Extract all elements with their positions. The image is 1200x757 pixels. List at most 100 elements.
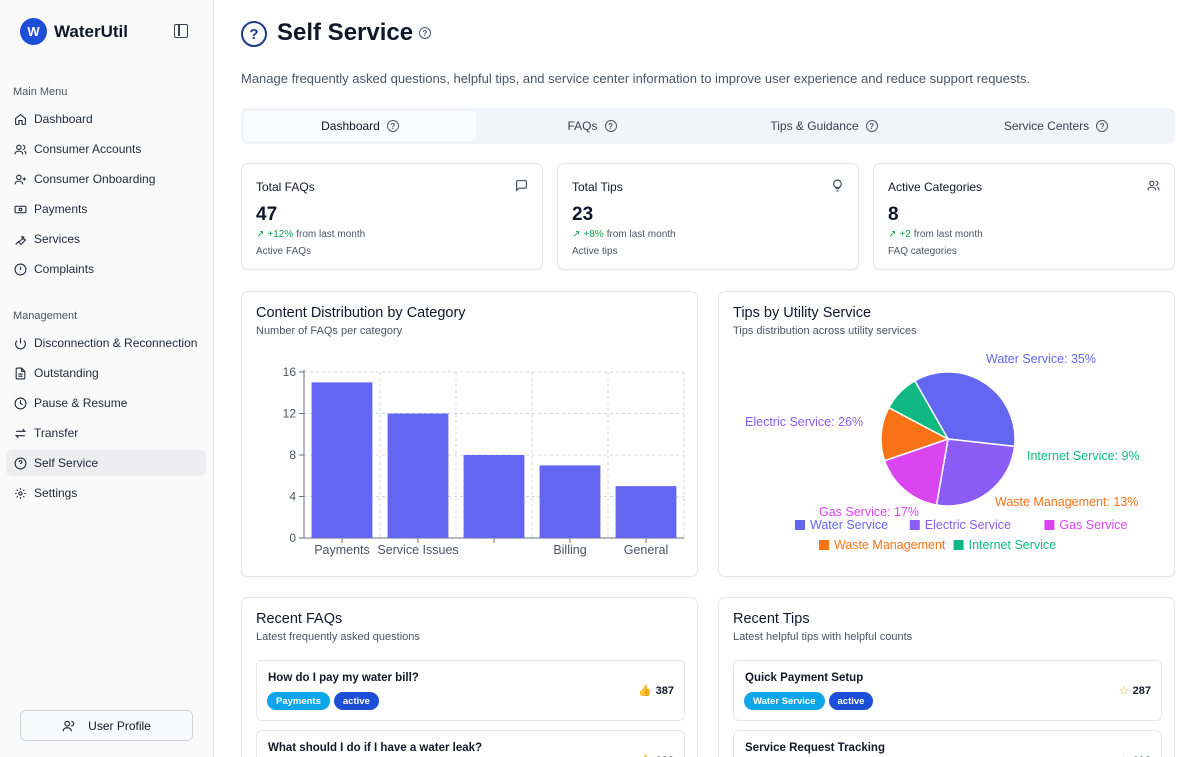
users-icon (14, 143, 27, 156)
legend-label: Electric Service (925, 518, 1011, 532)
tab-label: FAQs (567, 119, 598, 133)
faq-list-item[interactable]: How do I pay my water bill? Payments act… (256, 660, 685, 721)
pie-slice (913, 371, 1016, 448)
x-tick-label: General (624, 543, 668, 557)
tab-faqs[interactable]: FAQs ? (476, 111, 708, 141)
bar (387, 413, 449, 538)
helpful-count-value: 287 (1132, 684, 1151, 697)
main-menu-label: Main Menu (13, 86, 68, 98)
legend-label: Water Service (810, 518, 888, 532)
sidebar-toggle-icon[interactable] (174, 24, 188, 38)
tab-service-centers[interactable]: Service Centers ? (940, 111, 1172, 141)
star-icon: ☆ (1119, 754, 1129, 757)
sidebar-item-complaints[interactable]: Complaints (6, 256, 206, 282)
helpful-count: ☆ 287 (1118, 684, 1151, 698)
stat-value: 23 (572, 204, 594, 225)
sidebar-item-label: Dashboard (34, 112, 93, 126)
chart-subtitle: Number of FAQs per category (256, 325, 403, 337)
users-icon (62, 720, 75, 731)
sidebar-item-outstanding[interactable]: Outstanding (6, 360, 206, 386)
helpful-count: ☆ 198 (1119, 754, 1151, 757)
tab-label: Service Centers (1003, 119, 1090, 133)
page-description: Manage frequently asked questions, helpf… (241, 71, 1031, 86)
management-label: Management (13, 310, 78, 322)
sidebar-item-consumer-accounts[interactable]: Consumer Accounts (6, 136, 206, 162)
pie-slice (880, 406, 950, 462)
sidebar-item-label: Consumer Accounts (34, 142, 142, 156)
stat-value: 47 (256, 204, 278, 225)
clock-icon (14, 397, 27, 410)
trending-up-icon: ↗ (572, 229, 581, 240)
pie-slice (935, 438, 1016, 507)
info-help-icon[interactable]: ? (419, 27, 431, 39)
sidebar-item-services[interactable]: Services (6, 226, 206, 252)
y-tick-label: 4 (289, 490, 296, 504)
star-icon: ☆ (1118, 685, 1129, 697)
x-tick-label: Payments (314, 543, 370, 557)
sidebar-item-transfer[interactable]: Transfer (6, 420, 206, 446)
recent-tips-card: Recent Tips Latest helpful tips with hel… (718, 597, 1175, 757)
sidebar-item-dashboard[interactable]: Dashboard (6, 106, 206, 132)
sidebar-item-consumer-onboarding[interactable]: Consumer Onboarding (6, 166, 206, 192)
sidebar-item-pause-resume[interactable]: Pause & Resume (6, 390, 206, 416)
gear-icon (14, 487, 27, 500)
bar (463, 455, 525, 538)
bar-chart: 0 4 8 12 16 Payments Service Issues Billing Gene… (283, 365, 685, 557)
sidebar-item-disconnection[interactable]: Disconnection & Reconnection (6, 330, 206, 356)
help-icon: ? (865, 120, 878, 132)
sidebar-item-label: Settings (34, 486, 78, 500)
stat-change-value: +12% (267, 229, 294, 240)
legend-label: Internet Service (969, 538, 1057, 552)
sidebar-item-settings[interactable]: Settings (6, 480, 206, 506)
stat-title: Total FAQs (256, 180, 315, 194)
pie-slice-label: Gas Service: 17% (819, 505, 919, 519)
legend-swatch (795, 520, 805, 530)
status-badge: active (333, 692, 379, 710)
bar (311, 382, 373, 538)
tips-by-service-card: Tips by Utility Service Tips distributio… (718, 291, 1175, 577)
stat-change: ↗ +2 from last month (888, 229, 983, 240)
sidebar-item-label: Consumer Onboarding (34, 172, 156, 186)
recent-tips-subtitle: Latest helpful tips with helpful counts (733, 631, 913, 643)
user-profile-button[interactable]: User Profile (20, 710, 193, 741)
sidebar-item-label: Transfer (34, 426, 79, 440)
stat-change: ↗ +12% from last month (256, 229, 365, 240)
sidebar-item-self-service[interactable]: Self Service (6, 450, 206, 476)
tab-dashboard[interactable]: Dashboard ? (244, 111, 476, 141)
chart-title: Content Distribution by Category (256, 305, 466, 321)
brand[interactable]: W WaterUtil (20, 18, 128, 45)
stat-change-text: from last month (296, 229, 366, 240)
stat-change-text: from last month (913, 229, 983, 240)
pie-slice-label: Waste Management: 13% (995, 495, 1138, 509)
bar (539, 465, 601, 538)
banknote-icon (14, 203, 27, 216)
pie-slice-label: Electric Service: 26% (745, 415, 863, 429)
brand-name: WaterUtil (54, 21, 128, 41)
tip-list-item[interactable]: Service Request Tracking ☆ 198 (733, 730, 1162, 757)
faq-badges: Payments active (267, 692, 383, 710)
category-badge: Payments (267, 692, 330, 710)
recent-faqs-subtitle: Latest frequently asked questions (256, 631, 420, 643)
sidebar-item-payments[interactable]: Payments (6, 196, 206, 222)
user-plus-icon (14, 173, 27, 186)
helpful-count-value: 198 (1133, 755, 1151, 757)
brand-logo: W (20, 18, 47, 45)
recent-faqs-card: Recent FAQs Latest frequently asked ques… (241, 597, 698, 757)
page-title: Self Service (277, 19, 414, 46)
pie-slice (887, 379, 950, 441)
stat-subtitle: FAQ categories (888, 246, 957, 257)
sidebar-item-label: Pause & Resume (34, 396, 128, 410)
stat-card-total-tips: Total Tips 23 ↗ +8% from last month Acti… (557, 163, 859, 270)
content-distribution-card: Content Distribution by Category Number … (241, 291, 698, 577)
tip-list-item[interactable]: Quick Payment Setup Water Service active… (733, 660, 1162, 721)
arrows-swap-icon (14, 427, 27, 440)
sidebar-item-label: Self Service (34, 456, 99, 470)
tab-tips-guidance[interactable]: Tips & Guidance ? (708, 111, 940, 141)
tip-badges: Water Service active (744, 692, 877, 710)
faq-list-item[interactable]: What should I do if I have a water leak?… (256, 730, 685, 757)
stat-card-active-categories: Active Categories 8 ↗ +2 from last month… (873, 163, 1175, 270)
y-tick-label: 0 (289, 531, 296, 545)
help-icon: ? (1096, 120, 1109, 132)
legend-label: Gas Service (1059, 518, 1127, 532)
recent-faqs-title: Recent FAQs (256, 611, 343, 627)
